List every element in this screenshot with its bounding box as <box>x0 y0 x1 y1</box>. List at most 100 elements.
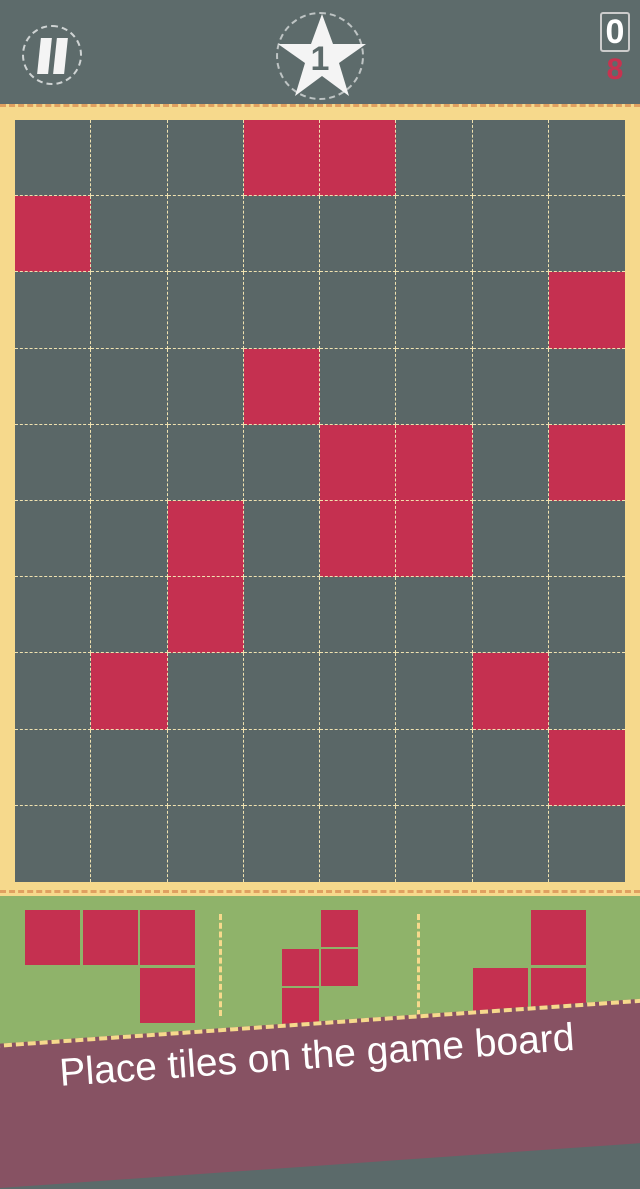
board-cell[interactable] <box>243 577 320 654</box>
score-display: 0 8 <box>600 12 630 88</box>
board-cell-filled[interactable] <box>167 501 244 578</box>
board-cell[interactable] <box>167 196 244 273</box>
board-cell[interactable] <box>320 577 397 654</box>
board-cell[interactable] <box>396 805 473 882</box>
board-cell[interactable] <box>548 120 625 197</box>
board-cell[interactable] <box>472 424 549 501</box>
board-cell[interactable] <box>243 653 320 730</box>
board-cell[interactable] <box>167 653 244 730</box>
board-cell[interactable] <box>320 348 397 425</box>
tray-divider <box>417 914 420 1016</box>
board-cell[interactable] <box>548 196 625 273</box>
board-cell[interactable] <box>91 729 168 806</box>
board-cell[interactable] <box>472 196 549 273</box>
board-cell[interactable] <box>243 272 320 349</box>
board-cell[interactable] <box>243 196 320 273</box>
board-cell-filled[interactable] <box>320 501 397 578</box>
board-cell-filled[interactable] <box>15 196 92 273</box>
board-cell[interactable] <box>243 501 320 578</box>
board-cell[interactable] <box>472 272 549 349</box>
board-cell-filled[interactable] <box>243 120 320 197</box>
board-cell-filled[interactable] <box>548 729 625 806</box>
board-cell[interactable] <box>15 653 92 730</box>
board-cell-filled[interactable] <box>548 272 625 349</box>
current-score: 0 <box>600 12 630 52</box>
board-cell[interactable] <box>320 196 397 273</box>
board-cell[interactable] <box>320 272 397 349</box>
board-cell[interactable] <box>548 577 625 654</box>
board-cell[interactable] <box>396 272 473 349</box>
board-cell[interactable] <box>396 120 473 197</box>
board-cell[interactable] <box>244 805 320 882</box>
level-number: 1 <box>310 40 330 78</box>
board-cell[interactable] <box>91 196 168 273</box>
piece-tile[interactable] <box>282 949 319 986</box>
board-cell-filled[interactable] <box>320 424 397 501</box>
board-cell[interactable] <box>91 577 168 654</box>
board-cell-filled[interactable] <box>396 424 473 501</box>
piece-tile[interactable] <box>530 910 586 965</box>
board-cell[interactable] <box>167 424 244 501</box>
board-cell[interactable] <box>91 424 168 501</box>
board-cell[interactable] <box>396 729 473 806</box>
board-cell[interactable] <box>167 272 244 349</box>
board-cell[interactable] <box>91 805 168 882</box>
board-cell[interactable] <box>472 501 549 578</box>
piece-tile[interactable] <box>25 910 80 965</box>
divider-top <box>0 104 640 110</box>
board-cell-filled[interactable] <box>472 653 549 730</box>
board-cell-filled[interactable] <box>167 577 244 654</box>
piece-tile[interactable] <box>321 910 358 947</box>
pause-button[interactable] <box>22 25 82 85</box>
piece-tile[interactable] <box>282 988 319 1025</box>
piece-tile[interactable] <box>140 967 195 1023</box>
star-icon <box>278 14 366 96</box>
board-cell[interactable] <box>472 729 549 806</box>
board-cell[interactable] <box>473 805 549 882</box>
board-cell[interactable] <box>15 424 92 501</box>
board-cell[interactable] <box>396 577 473 654</box>
level-badge: 1 <box>276 12 366 100</box>
board-cell-filled[interactable] <box>243 348 320 425</box>
board-cell[interactable] <box>91 501 168 578</box>
board-cell[interactable] <box>243 729 320 806</box>
board-cell[interactable] <box>91 348 168 425</box>
board-cell[interactable] <box>91 272 168 349</box>
game-board[interactable] <box>15 120 625 882</box>
board-cell-filled[interactable] <box>91 653 168 730</box>
board-cell[interactable] <box>91 120 168 197</box>
board-cell-filled[interactable] <box>396 501 473 578</box>
board-cell[interactable] <box>15 805 92 882</box>
board-cell[interactable] <box>320 729 397 806</box>
divider-bottom <box>0 890 640 896</box>
board-cell[interactable] <box>167 729 244 806</box>
board-cell[interactable] <box>243 424 320 501</box>
board-cell[interactable] <box>15 501 92 578</box>
board-cell[interactable] <box>396 348 473 425</box>
piece-tile[interactable] <box>82 910 138 965</box>
board-cell[interactable] <box>548 653 625 730</box>
board-cell[interactable] <box>548 501 625 578</box>
board-cell[interactable] <box>15 577 92 654</box>
board-cell[interactable] <box>320 805 397 882</box>
piece-tile[interactable] <box>140 910 195 965</box>
board-cell[interactable] <box>15 348 92 425</box>
board-cell[interactable] <box>396 653 473 730</box>
board-cell[interactable] <box>15 272 92 349</box>
board-cell[interactable] <box>472 120 549 197</box>
board-cell-filled[interactable] <box>320 120 397 197</box>
board-cell[interactable] <box>167 120 244 197</box>
piece-tile[interactable] <box>321 949 358 986</box>
board-cell-filled[interactable] <box>548 424 625 501</box>
board-cell[interactable] <box>168 805 244 882</box>
board-cell[interactable] <box>320 653 397 730</box>
board-cell[interactable] <box>167 348 244 425</box>
board-cell[interactable] <box>15 120 92 197</box>
board-cell[interactable] <box>396 196 473 273</box>
board-cell[interactable] <box>15 729 92 806</box>
board-cell[interactable] <box>472 577 549 654</box>
board-cell[interactable] <box>548 349 625 425</box>
pause-icon-bar <box>53 38 68 74</box>
board-cell[interactable] <box>549 806 625 882</box>
board-cell[interactable] <box>472 348 549 425</box>
